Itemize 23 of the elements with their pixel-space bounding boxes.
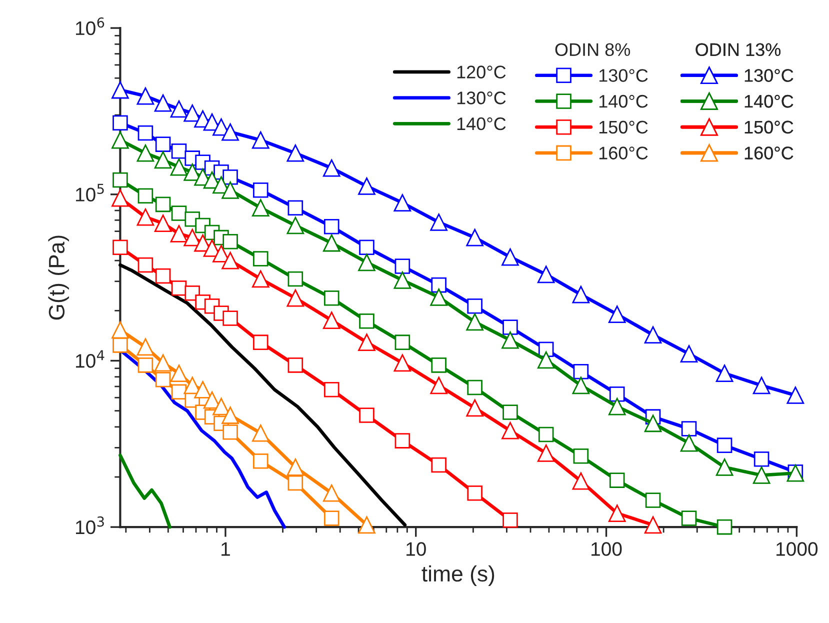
legend-label: 160°C: [599, 146, 648, 160]
legend-label: 130°C: [457, 92, 506, 104]
legend-label: 140°C: [599, 94, 648, 108]
x-tick-label: 100: [592, 542, 622, 556]
x-tick-label: 1000: [776, 542, 818, 556]
legend-label: 150°C: [599, 120, 648, 134]
y-tick-label: 10$^{6}$: [76, 17, 104, 36]
legend-label: 120°C: [457, 66, 506, 78]
y-tick-label: 10$^{3}$: [76, 516, 104, 534]
x-axis-title: time (s): [422, 565, 494, 586]
x-tick-label: 10: [406, 542, 426, 556]
legend-label: 140°C: [457, 117, 506, 130]
y-tick-label: 10$^{4}$: [76, 350, 104, 368]
y-tick-label: 10$^{5}$: [76, 184, 104, 202]
legend-label: 160°C: [744, 146, 794, 160]
annotation: ODIN 13%: [696, 43, 781, 56]
legend-label: 130°C: [599, 69, 648, 82]
legend-label: 150°C: [744, 120, 794, 134]
annotation: ODIN 8%: [555, 43, 630, 56]
legend-label: 140°C: [744, 94, 794, 108]
legend-label: 130°C: [744, 69, 794, 82]
y-axis-title: G(t) (Pa): [48, 236, 69, 320]
x-tick-label: 1: [222, 542, 230, 556]
